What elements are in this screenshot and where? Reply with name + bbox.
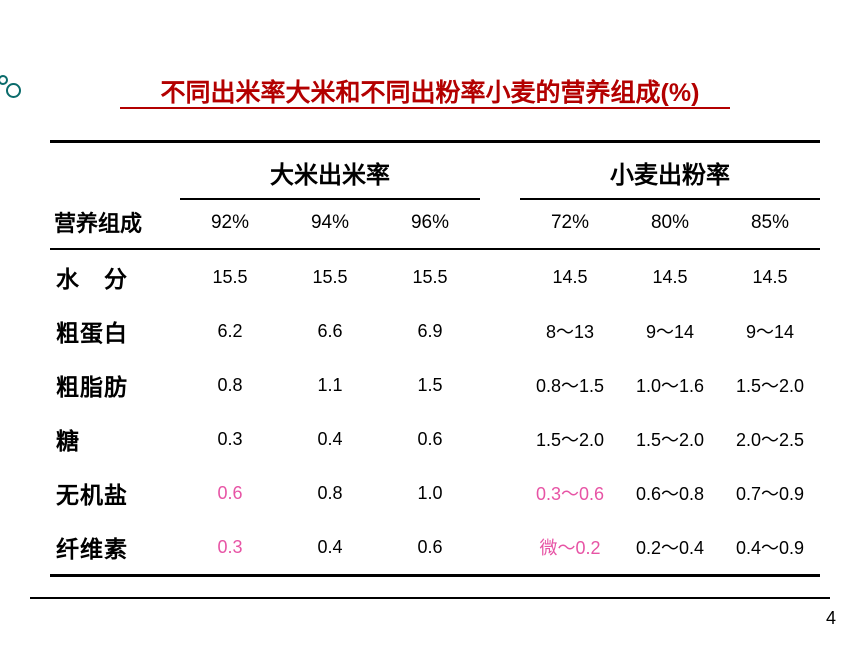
row-header-label: 营养组成 [50, 142, 180, 250]
row-label: 粗脂肪 [50, 358, 180, 412]
data-cell: 1.5 [380, 358, 480, 412]
data-cell: 15.5 [280, 249, 380, 304]
data-cell: 1.5～2.0 [520, 412, 620, 466]
data-cell: 1.5～2.0 [720, 358, 820, 412]
data-cell: 0.7～0.9 [720, 466, 820, 520]
data-cell: 15.5 [380, 249, 480, 304]
data-cell: 1.1 [280, 358, 380, 412]
sub-header: 85% [720, 199, 820, 249]
data-cell: 14.5 [620, 249, 720, 304]
page-title: 不同出米率大米和不同出粉率小麦的营养组成(%) [0, 73, 860, 109]
data-cell: 0.8 [280, 466, 380, 520]
sub-header: 80% [620, 199, 720, 249]
gap-cell [480, 304, 520, 358]
row-label: 无机盐 [50, 466, 180, 520]
gap-cell [480, 520, 520, 576]
row-label: 糖 [50, 412, 180, 466]
row-label: 纤维素 [50, 520, 180, 576]
sub-header: 72% [520, 199, 620, 249]
data-cell: 0.3～0.6 [520, 466, 620, 520]
data-cell: 0.4～0.9 [720, 520, 820, 576]
data-cell: 9～14 [720, 304, 820, 358]
data-cell: 0.6 [380, 520, 480, 576]
data-cell: 14.5 [720, 249, 820, 304]
nutrition-table: 营养组成 大米出米率 小麦出粉率 92% 94% 96% 72% 80% 85%… [50, 140, 820, 577]
gap-cell [480, 466, 520, 520]
data-cell: 0.3 [180, 520, 280, 576]
data-cell: 6.9 [380, 304, 480, 358]
sub-header: 96% [380, 199, 480, 249]
title-underline [120, 107, 730, 109]
data-cell: 1.0 [380, 466, 480, 520]
data-cell: 9～14 [620, 304, 720, 358]
row-label: 水 分 [50, 249, 180, 304]
data-cell: 0.6 [380, 412, 480, 466]
data-cell: 0.2～0.4 [620, 520, 720, 576]
data-cell: 0.6～0.8 [620, 466, 720, 520]
group-header-wheat: 小麦出粉率 [520, 142, 820, 200]
data-cell: 0.6 [180, 466, 280, 520]
gap-cell [480, 358, 520, 412]
row-label: 粗蛋白 [50, 304, 180, 358]
data-cell: 15.5 [180, 249, 280, 304]
group-header-rice: 大米出米率 [180, 142, 480, 200]
sub-header: 94% [280, 199, 380, 249]
gap-cell [480, 249, 520, 304]
data-cell: 8～13 [520, 304, 620, 358]
page-number: 4 [826, 608, 836, 629]
footer-rule [30, 597, 830, 599]
data-cell: 微～0.2 [520, 520, 620, 576]
gap-cell [480, 412, 520, 466]
data-cell: 0.4 [280, 520, 380, 576]
data-cell: 6.2 [180, 304, 280, 358]
data-cell: 14.5 [520, 249, 620, 304]
data-cell: 0.4 [280, 412, 380, 466]
data-cell: 0.3 [180, 412, 280, 466]
data-cell: 0.8～1.5 [520, 358, 620, 412]
data-cell: 6.6 [280, 304, 380, 358]
data-cell: 0.8 [180, 358, 280, 412]
data-cell: 2.0～2.5 [720, 412, 820, 466]
data-cell: 1.0～1.6 [620, 358, 720, 412]
sub-header: 92% [180, 199, 280, 249]
data-cell: 1.5～2.0 [620, 412, 720, 466]
